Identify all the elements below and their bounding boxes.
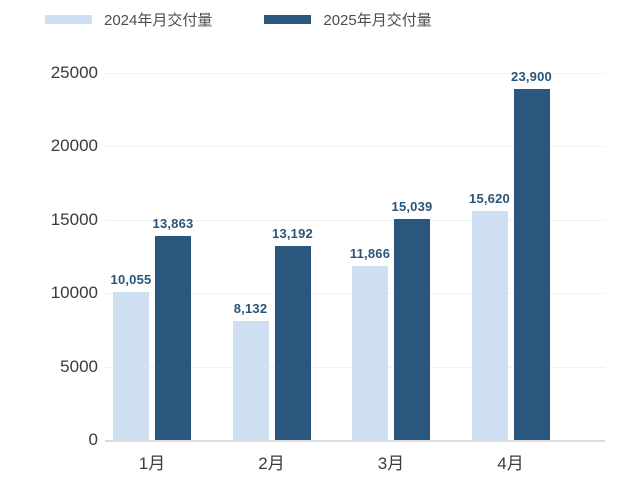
bar-value-label: 11,866 [349, 245, 391, 261]
y-axis-tick-label: 10000 [50, 283, 98, 303]
x-axis-tick-label: 1月 [138, 454, 166, 473]
legend-swatch-icon [264, 14, 312, 24]
x-axis-line [105, 440, 605, 442]
legend-entry-2024: 2024年月交付量 [45, 9, 212, 30]
gridline [105, 146, 605, 148]
y-axis-tick-label: 25000 [50, 63, 98, 82]
legend-entry-2025: 2025年月交付量 [264, 9, 432, 30]
bar-2025-2月 [274, 246, 311, 440]
bar-2024-2月 [232, 320, 269, 440]
bar-2025-3月 [394, 219, 430, 440]
x-axis-tick-label: 4月 [497, 454, 524, 473]
x-axis-tick-label: 3月 [377, 454, 405, 473]
gridline [105, 219, 605, 221]
y-axis-tick-label: 20000 [50, 136, 98, 156]
bar-value-label: 13,863 [152, 216, 194, 232]
bar-2025-4月 [513, 89, 550, 440]
bar-value-label: 10,055 [110, 272, 152, 288]
y-axis-tick-label: 0 [88, 430, 98, 449]
y-axis-tick-label: 15000 [50, 209, 98, 229]
y-axis-tick-label: 5000 [60, 356, 98, 376]
chart-legend: 2024年月交付量 2025年月交付量 [45, 8, 432, 30]
bar-value-label: 15,039 [391, 199, 433, 215]
bar-2024-1月 [113, 292, 149, 440]
legend-swatch-icon [45, 14, 92, 24]
bar-2025-1月 [155, 236, 191, 440]
legend-label: 2025年月交付量 [323, 11, 432, 29]
bar-2024-3月 [352, 265, 388, 440]
bar-2024-4月 [471, 210, 508, 440]
bar-value-label: 23,900 [511, 69, 552, 85]
legend-label: 2024年月交付量 [104, 11, 213, 29]
bar-value-label: 13,192 [272, 226, 313, 242]
bar-value-label: 8,132 [233, 300, 268, 316]
bar-value-label: 15,620 [469, 190, 510, 206]
gridline [105, 73, 605, 74]
x-axis-tick-label: 2月 [258, 454, 285, 473]
